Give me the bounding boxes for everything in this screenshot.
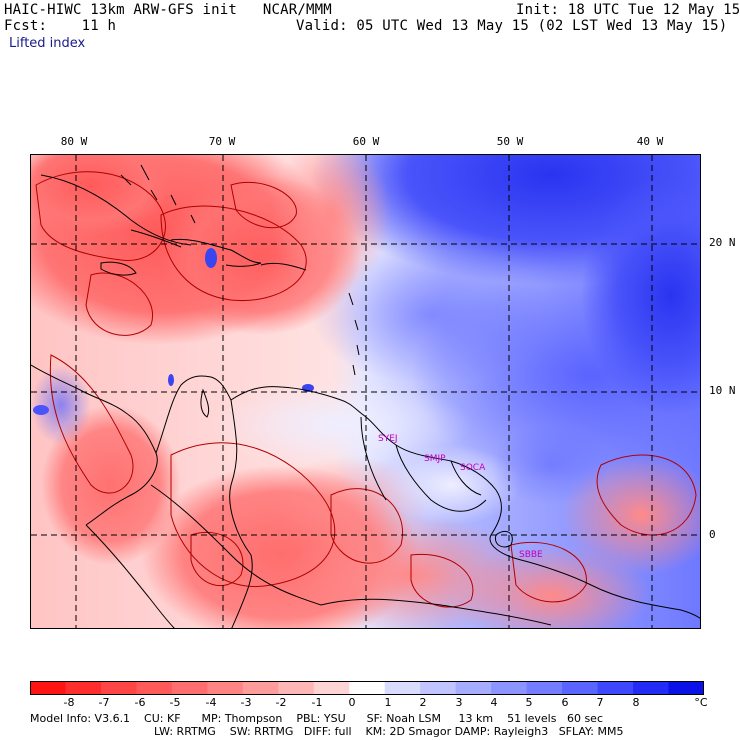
colorbar-unit: °C (694, 696, 708, 709)
colorbar-swatch (562, 681, 599, 695)
colorbar-label: -4 (205, 696, 217, 709)
colorbar-swatch (30, 681, 66, 695)
colorbar-swatch (349, 681, 386, 695)
station-sbbe: SBBE (519, 550, 543, 560)
colorbar-label: 0 (348, 696, 356, 709)
colorbar-swatch (242, 681, 279, 695)
lon-label-70w: 70 W (208, 135, 236, 148)
colorbar-label: -6 (134, 696, 146, 709)
lon-label-80w: 80 W (60, 135, 88, 148)
colorbar-label: -1 (311, 696, 323, 709)
colorbar-swatch (100, 681, 137, 695)
map-canvas: SYEJ SMJP SOCA SBBE (31, 155, 700, 628)
colorbar-swatch (136, 681, 173, 695)
colorbar-swatch (313, 681, 350, 695)
lon-label-50w: 50 W (496, 135, 524, 148)
colorbar-swatch (65, 681, 102, 695)
field-name: Lifted index (9, 36, 86, 51)
colorbar-label: -8 (63, 696, 75, 709)
station-smjp: SMJP (424, 454, 446, 464)
colorbar-label: 7 (596, 696, 604, 709)
lon-label-60w: 60 W (352, 135, 380, 148)
colorbar-swatch (278, 681, 315, 695)
colorbar-label: 1 (384, 696, 392, 709)
colorbar-label: 3 (455, 696, 463, 709)
colorbar-label: -5 (169, 696, 181, 709)
station-soca: SOCA (460, 463, 486, 473)
colorbar-swatch (455, 681, 492, 695)
lifted-index-map: SYEJ SMJP SOCA SBBE (30, 154, 701, 629)
colorbar-swatch (633, 681, 670, 695)
colorbar-label: 5 (525, 696, 533, 709)
colorbar-swatch (384, 681, 421, 695)
colorbar-swatch (491, 681, 528, 695)
lat-label-0: 0 (709, 528, 716, 541)
colorbar-label: -7 (98, 696, 110, 709)
map-title: HAIC-HIWC 13km ARW-GFS init NCAR/MMM (4, 2, 332, 18)
colorbar-label: 2 (419, 696, 427, 709)
lifted-index-colorbar (30, 681, 704, 695)
colorbar-swatch (207, 681, 244, 695)
colorbar-label: 6 (561, 696, 569, 709)
colorbar-swatch (526, 681, 563, 695)
init-time: Init: 18 UTC Tue 12 May 15 (516, 2, 740, 18)
forecast-hour: Fcst: 11 h (4, 18, 117, 34)
colorbar-label: -3 (240, 696, 252, 709)
colorbar-label: -2 (275, 696, 287, 709)
colorbar-swatch (171, 681, 208, 695)
colorbar-label: 4 (490, 696, 498, 709)
colorbar-swatch (668, 681, 704, 695)
lon-label-40w: 40 W (636, 135, 664, 148)
model-info-line2: LW: RRTMG SW: RRTMG DIFF: full KM: 2D Sm… (154, 725, 624, 738)
colorbar-swatch (420, 681, 457, 695)
colorbar-swatch (597, 681, 634, 695)
lat-label-20n: 20 N (709, 236, 736, 249)
model-info-line1: Model Info: V3.6.1 CU: KF MP: Thompson P… (30, 712, 603, 725)
colorbar-label: 8 (632, 696, 640, 709)
station-syej: SYEJ (378, 434, 398, 444)
valid-time: Valid: 05 UTC Wed 13 May 15 (02 LST Wed … (296, 18, 728, 34)
colorbar-border (30, 681, 704, 695)
lat-label-10n: 10 N (709, 384, 736, 397)
